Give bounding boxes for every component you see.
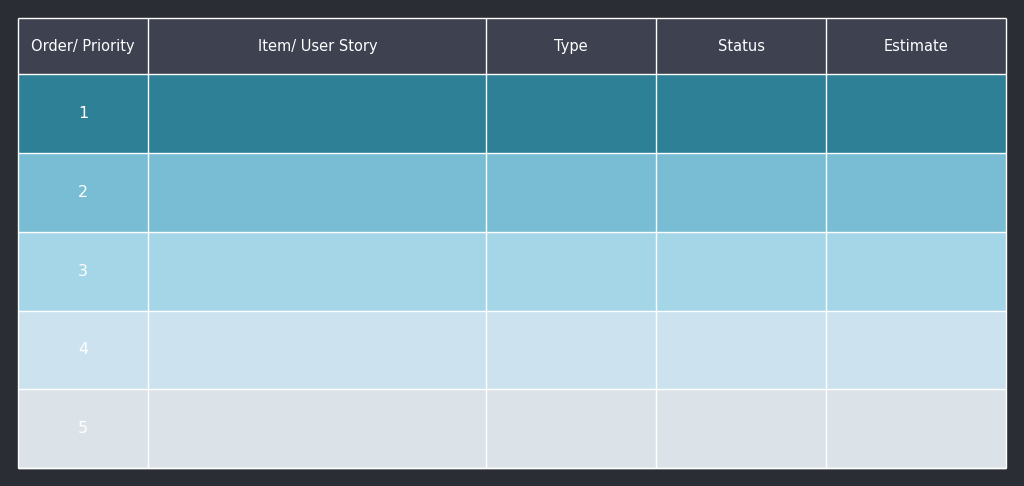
Text: 3: 3 <box>78 263 88 278</box>
Text: 1: 1 <box>78 106 88 121</box>
Bar <box>18 153 148 232</box>
Bar <box>18 389 148 468</box>
Bar <box>148 311 486 389</box>
Bar <box>656 18 826 74</box>
Bar <box>148 232 486 311</box>
Text: Type: Type <box>554 38 588 53</box>
Bar <box>148 153 486 232</box>
Bar <box>148 389 486 468</box>
Bar <box>486 153 656 232</box>
Text: 2: 2 <box>78 185 88 200</box>
Bar <box>656 311 826 389</box>
Bar <box>826 232 1006 311</box>
Bar <box>656 232 826 311</box>
Bar <box>486 232 656 311</box>
Bar <box>486 311 656 389</box>
Bar <box>656 74 826 153</box>
Bar <box>486 18 656 74</box>
Bar <box>656 153 826 232</box>
Bar <box>18 311 148 389</box>
Bar <box>826 389 1006 468</box>
Bar <box>826 18 1006 74</box>
Text: Order/ Priority: Order/ Priority <box>32 38 135 53</box>
Bar <box>656 389 826 468</box>
Text: Item/ User Story: Item/ User Story <box>258 38 377 53</box>
Bar <box>148 74 486 153</box>
Text: 4: 4 <box>78 342 88 357</box>
Bar <box>18 74 148 153</box>
Text: Status: Status <box>718 38 765 53</box>
Bar <box>486 389 656 468</box>
Bar <box>18 18 148 74</box>
Text: 5: 5 <box>78 421 88 436</box>
Bar <box>18 232 148 311</box>
Bar <box>826 153 1006 232</box>
Bar <box>148 18 486 74</box>
Bar <box>826 74 1006 153</box>
Bar <box>826 311 1006 389</box>
Bar <box>486 74 656 153</box>
Text: Estimate: Estimate <box>884 38 948 53</box>
